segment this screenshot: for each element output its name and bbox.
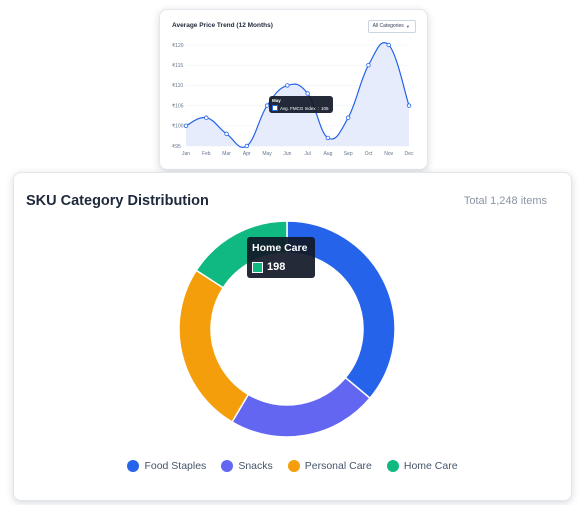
x-tick-label: Sep (344, 151, 353, 157)
legend-item-personal-care[interactable]: Personal Care (287, 460, 372, 472)
tooltip-month: May (272, 98, 281, 103)
donut-tooltip-swatch (252, 261, 263, 273)
x-tick-label: Oct (365, 151, 373, 157)
total-items-count: Total 1,248 items (463, 195, 547, 207)
data-point (345, 115, 351, 120)
data-point (244, 143, 250, 149)
x-tick-label: Jan (182, 151, 190, 157)
x-tick-label: Mar (222, 151, 231, 157)
legend-swatch (287, 460, 300, 472)
sku-distribution-card: SKU Category Distribution Total 1,248 it… (13, 172, 572, 501)
data-point (366, 63, 371, 68)
category-filter-select[interactable]: All Categories ▾ (367, 20, 416, 33)
y-tick-label: ₹110 (172, 83, 183, 89)
data-point (183, 123, 189, 128)
price-trend-chart: ₹95 ₹100 ₹105 ₹110 ₹115 ₹120 Jan Feb Mar Apr May Ju… (172, 42, 414, 157)
trend-area-fill (186, 42, 409, 148)
x-tick-label: May (262, 151, 272, 157)
legend-item-food-staples[interactable]: Food Staples (127, 460, 206, 472)
legend-swatch (127, 460, 140, 472)
sku-distribution-title: SKU Category Distribution (26, 193, 209, 209)
data-point (386, 42, 391, 48)
y-tick-label: ₹100 (172, 124, 184, 130)
x-tick-label: Jul (304, 151, 310, 157)
donut-tooltip: Home Care 198 (247, 237, 316, 278)
data-point (204, 115, 209, 120)
y-tick-label: ₹105 (172, 103, 184, 109)
legend-label: Food Staples (144, 460, 207, 472)
data-point (406, 103, 412, 108)
legend-label: Home Care (403, 460, 458, 472)
x-tick-label: Aug (323, 151, 332, 157)
legend-item-snacks[interactable]: Snacks (221, 460, 273, 472)
category-filter-value: All Categories (372, 23, 404, 29)
data-point (224, 131, 229, 137)
tooltip-series-swatch (272, 105, 278, 111)
data-point (305, 91, 310, 96)
y-tick-label: ₹120 (172, 43, 184, 49)
price-trend-tooltip: May Avg. FMCG Index: 105 (269, 96, 333, 113)
tooltip-series-label: Avg. FMCG Index (280, 105, 316, 111)
x-tick-label: Dec (405, 151, 414, 157)
legend-label: Snacks (238, 460, 273, 472)
data-point (325, 135, 331, 141)
x-tick-label: Feb (202, 151, 211, 157)
legend-swatch (386, 460, 399, 472)
donut-slice (286, 220, 396, 400)
chevron-down-icon: ▾ (406, 24, 409, 29)
donut-slice (231, 376, 372, 438)
legend-item-home-care[interactable]: Home Care (386, 460, 458, 472)
data-point (264, 103, 270, 108)
y-tick-label: ₹115 (172, 63, 183, 69)
x-tick-label: Nov (384, 151, 393, 157)
price-trend-card: ₹95 ₹100 ₹105 ₹110 ₹115 ₹120 Jan Feb Mar Apr May Ju… (159, 9, 428, 170)
y-tick-label: ₹95 (172, 144, 181, 150)
donut-tooltip-value: 198 (267, 261, 286, 273)
tooltip-series-value: 105 (320, 105, 329, 111)
donut-tooltip-title: Home Care (252, 242, 308, 254)
data-point (285, 83, 290, 88)
sku-donut-chart (178, 220, 396, 438)
x-tick-label: Jun (283, 151, 291, 157)
legend-label: Personal Care (304, 460, 372, 472)
legend-swatch (221, 460, 234, 472)
donut-slice (178, 269, 250, 424)
price-trend-title: Average Price Trend (12 Months) (172, 22, 273, 29)
x-tick-label: Apr (243, 151, 251, 157)
donut-legend: Food Staples Snacks Personal Care Home C… (14, 460, 571, 472)
